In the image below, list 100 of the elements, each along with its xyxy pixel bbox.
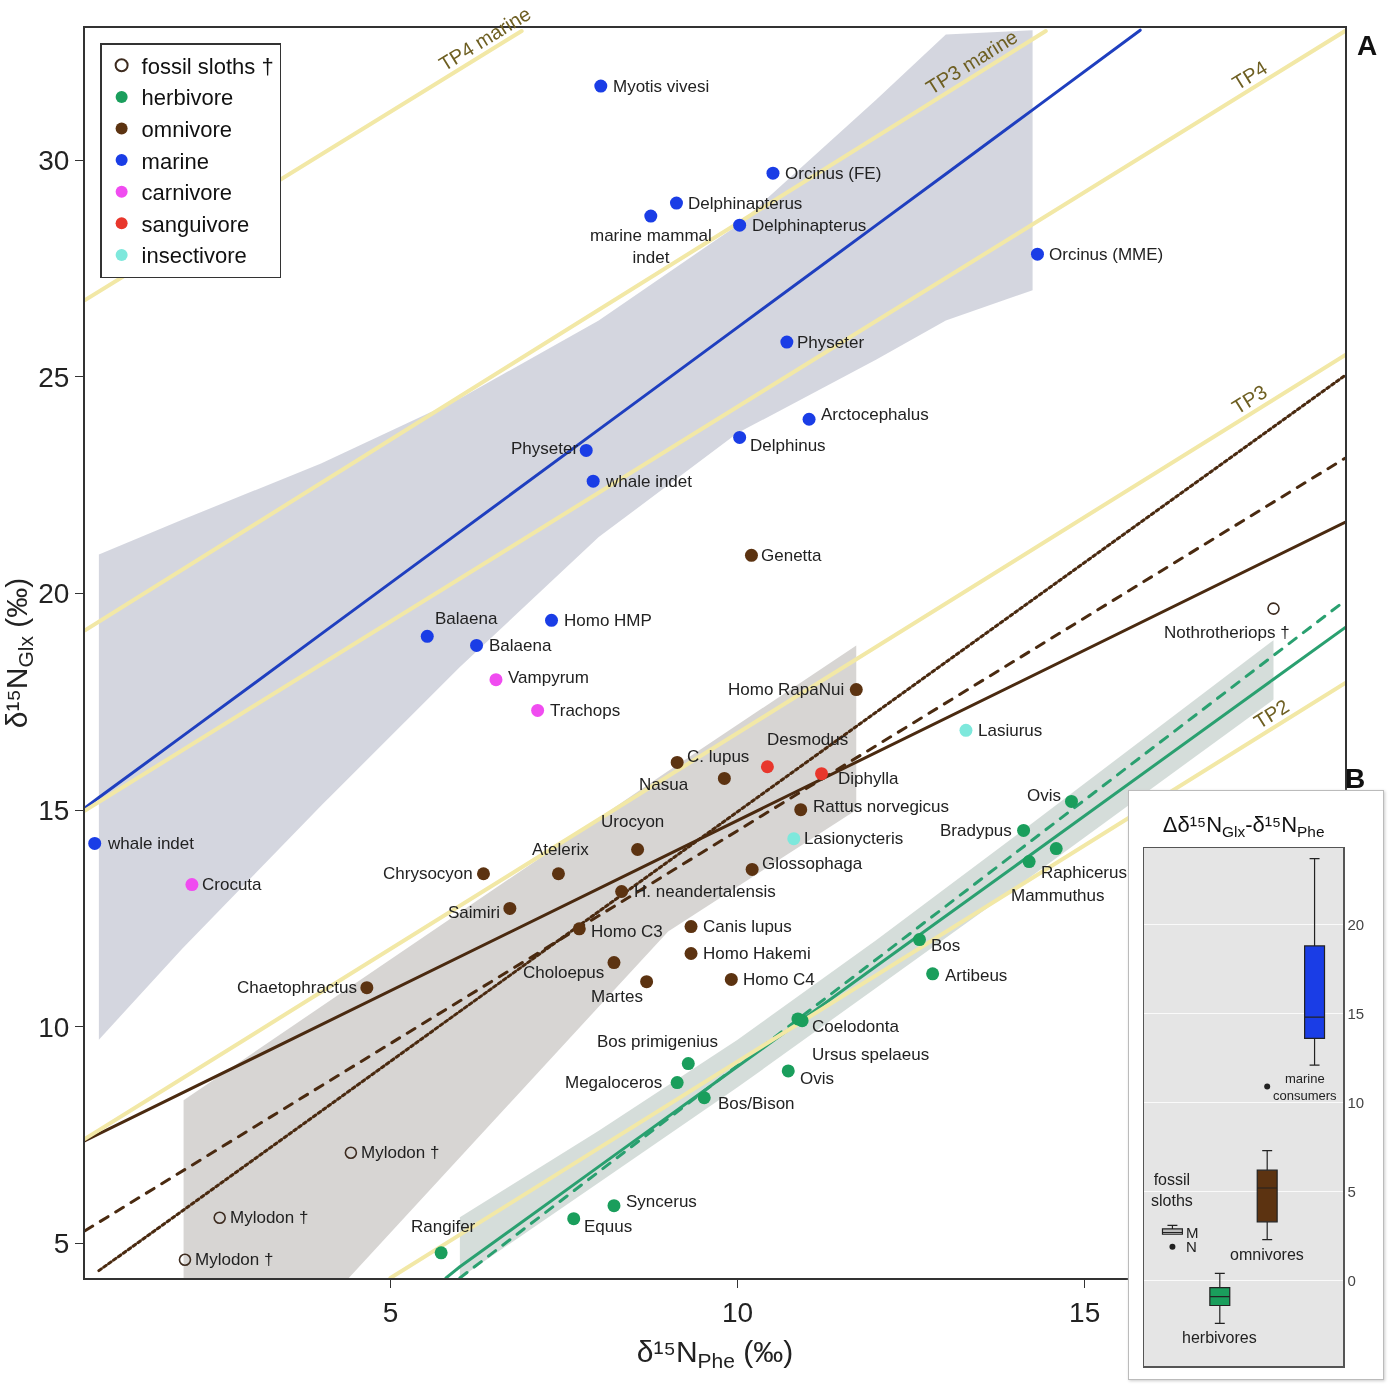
text: TP3 — [1228, 380, 1271, 419]
point — [185, 878, 199, 892]
annotation: Chaetophractus — [237, 978, 358, 997]
annotation: Bos primigenius — [597, 1032, 718, 1051]
annotation: Balaena — [489, 636, 552, 655]
point — [670, 1076, 684, 1090]
annotation: Lasionycteris — [804, 829, 904, 848]
point — [476, 867, 490, 881]
x-tick-label: herbivores — [1182, 1329, 1257, 1346]
x-tick-label: 15 — [1069, 1296, 1101, 1328]
annotation: whale indet — [605, 472, 693, 491]
point — [615, 885, 629, 899]
point — [360, 981, 374, 995]
point — [420, 629, 434, 643]
annotation: Physeter — [797, 333, 865, 352]
annotation: Crocuta — [202, 875, 263, 894]
point — [551, 867, 565, 881]
annotation: Homo RapaNui — [728, 680, 845, 699]
annotation: Atelerix — [532, 840, 590, 859]
point — [607, 1199, 621, 1213]
point — [1030, 247, 1044, 261]
annotation: Mammuthus — [1011, 886, 1105, 905]
annotation: Orcinus (MME) — [1049, 245, 1164, 264]
text: TP2 — [1250, 694, 1293, 733]
point — [579, 443, 593, 457]
annotation: whale indet — [107, 834, 195, 853]
point — [780, 335, 794, 349]
point — [1022, 855, 1036, 869]
annotation: Bos/Bison — [718, 1094, 795, 1113]
point — [795, 1014, 809, 1028]
annotation: Saimiri — [448, 903, 500, 922]
annotation: Balaena — [435, 609, 498, 628]
annotation: Nothrotheriops † — [1164, 623, 1290, 642]
point — [849, 683, 863, 697]
point — [733, 430, 747, 444]
point — [681, 1057, 695, 1071]
annotation: Coelodonta — [812, 1017, 900, 1036]
point — [781, 1064, 795, 1078]
point — [344, 1146, 358, 1160]
annotation: Choloepus — [523, 963, 605, 982]
legend-label: fossil sloths † — [141, 53, 274, 79]
y-tick-label: 5 — [1347, 1182, 1356, 1200]
point — [684, 946, 698, 960]
annotation: Mylodon † — [230, 1208, 309, 1227]
annotation: M — [1186, 1224, 1199, 1241]
point — [489, 673, 503, 687]
x-tick-label: 5 — [382, 1296, 399, 1328]
point — [670, 755, 684, 769]
annotation: Ovis — [800, 1069, 834, 1088]
point — [717, 771, 731, 785]
y-tick-label: 5 — [53, 1228, 70, 1260]
point — [802, 412, 816, 426]
annotation: B — [1345, 763, 1366, 794]
point — [567, 1212, 581, 1226]
point — [1017, 823, 1031, 837]
annotation: Nasua — [639, 775, 689, 794]
point — [545, 613, 559, 627]
annotation: Delphinapterus — [752, 216, 867, 235]
point — [213, 1211, 226, 1225]
y-tick-label: 10 — [38, 1011, 70, 1043]
annotation: Rangifer — [411, 1217, 476, 1236]
y-tick-label: 10 — [1347, 1093, 1365, 1111]
point — [470, 638, 484, 652]
x-tick-label: fossil sloths — [1151, 1171, 1193, 1209]
point — [607, 956, 621, 970]
annotation: Arctocephalus — [821, 405, 929, 424]
annotation: Syncerus — [626, 1192, 697, 1211]
annotation: Mylodon † — [361, 1143, 440, 1162]
point — [531, 703, 545, 717]
annotation: Glossophaga — [762, 854, 863, 873]
annotation: Ovis — [1027, 786, 1061, 805]
point — [594, 79, 608, 93]
point — [912, 933, 926, 947]
annotation: Bos — [931, 936, 961, 955]
legend-label: sanguivore — [141, 211, 250, 237]
point — [640, 975, 654, 989]
point — [669, 196, 683, 210]
point — [744, 548, 758, 562]
text: A — [1357, 30, 1378, 61]
y-tick-label: 0 — [1347, 1271, 1356, 1289]
annotation: Mylodon † — [195, 1250, 274, 1269]
point — [794, 803, 808, 817]
point — [434, 1246, 448, 1260]
annotation: Ursus spelaeus — [812, 1045, 930, 1064]
legend-label: herbivore — [141, 85, 234, 111]
point — [684, 920, 698, 934]
annotation: C. lupus — [687, 747, 750, 766]
legend-label: insectivore — [141, 243, 247, 269]
annotation: marine mammal indet — [590, 226, 712, 268]
annotation: Trachops — [550, 701, 621, 720]
y-tick-label: 20 — [38, 578, 70, 610]
point — [815, 767, 829, 781]
annotation: Equus — [584, 1217, 633, 1236]
point — [631, 842, 645, 856]
annotation: Rattus norvegicus — [813, 797, 950, 816]
text: TP4 — [1228, 56, 1272, 95]
point — [926, 967, 940, 981]
x-axis-title: δ¹⁵N$_{Phe}$ (‰) — [636, 1334, 794, 1372]
annotation: Delphinapterus — [688, 194, 803, 213]
annotation: Artibeus — [945, 966, 1008, 985]
